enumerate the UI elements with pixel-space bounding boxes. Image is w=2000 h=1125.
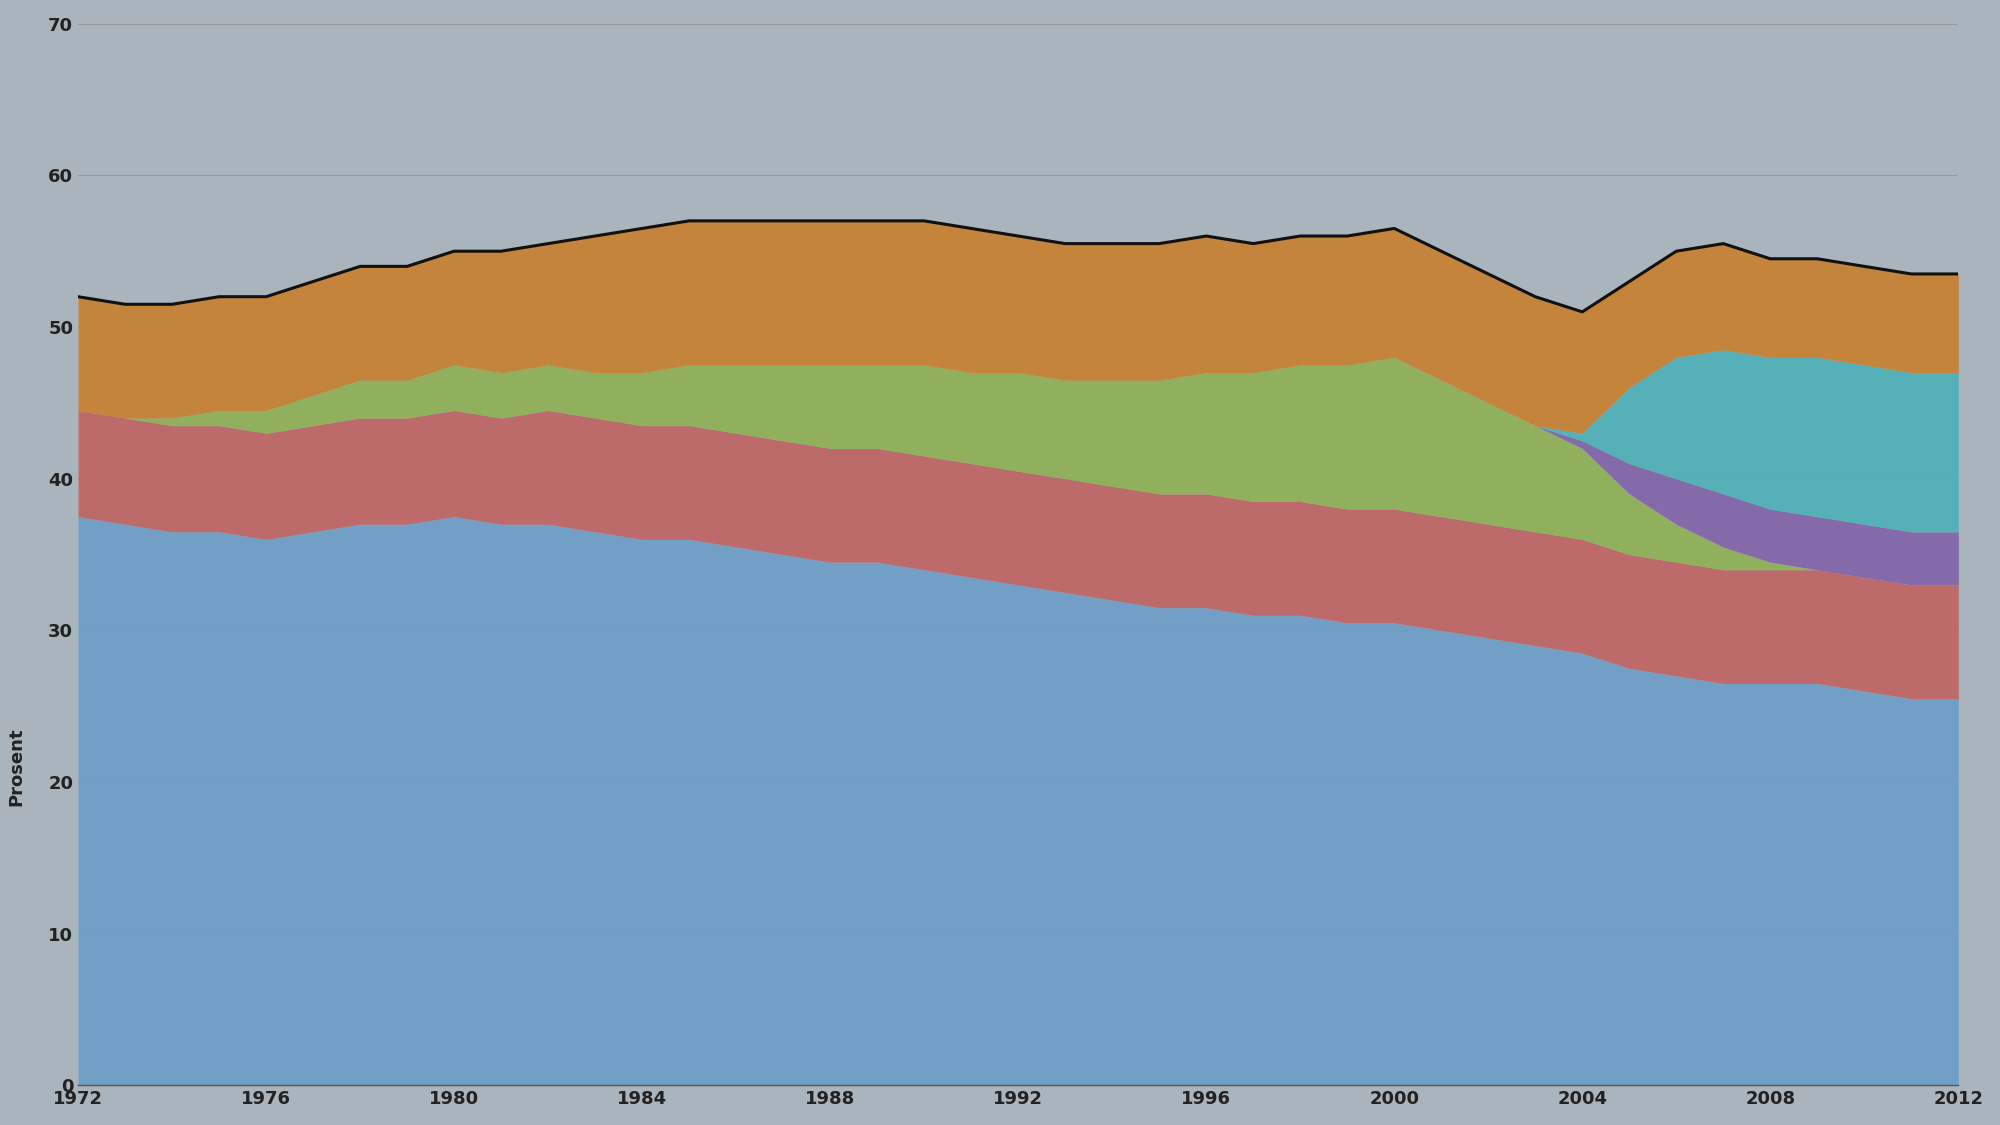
Y-axis label: Prosent: Prosent <box>8 728 26 807</box>
